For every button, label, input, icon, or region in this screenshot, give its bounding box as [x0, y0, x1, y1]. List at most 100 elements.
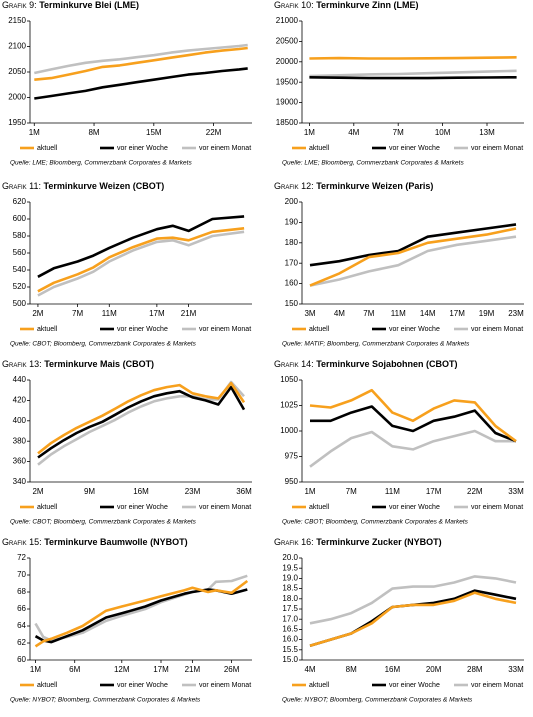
x-tick-label: 11M [391, 309, 406, 318]
x-tick-label: 7M [393, 128, 404, 137]
y-tick-label: 15.5 [282, 645, 298, 654]
x-tick-label: 33M [508, 665, 524, 674]
y-tick-label: 18.5 [282, 584, 298, 593]
y-tick-label: 340 [13, 477, 27, 486]
y-tick-label: 170 [285, 258, 299, 267]
legend-label: aktuell [37, 326, 58, 333]
legend-label: vor einer Woche [117, 682, 168, 689]
x-tick-label: 15M [146, 128, 162, 137]
x-tick-label: 12M [114, 665, 130, 674]
y-tick-label: 180 [285, 238, 299, 247]
y-tick-label: 150 [285, 299, 299, 308]
legend-label: aktuell [309, 145, 330, 152]
source-note: Quelle: CBOT; Bloomberg, Commerzbank Cor… [10, 341, 197, 348]
legend-label: vor einem Monat [471, 504, 523, 511]
x-tick-label: 1M [304, 128, 315, 137]
x-tick-label: 17M [153, 665, 169, 674]
y-tick-label: 20000 [276, 57, 299, 66]
series-line [37, 385, 246, 459]
series-line [309, 223, 517, 267]
x-tick-label: 11M [385, 487, 400, 496]
source-note: Quelle: LME; Bloomberg, Commerzbank Corp… [10, 160, 192, 167]
legend-label: vor einem Monat [199, 504, 251, 511]
legend-label: vor einem Monat [471, 326, 523, 333]
y-tick-label: 950 [285, 477, 299, 486]
y-tick-label: 18500 [276, 118, 299, 127]
y-tick-label: 2100 [8, 42, 26, 51]
y-tick-label: 500 [13, 299, 27, 308]
title-text: Terminkurve Sojabohnen (CBOT) [316, 359, 457, 369]
x-tick-label: 1M [29, 128, 40, 137]
legend-label: vor einem Monat [199, 145, 251, 152]
chart-title: Grafik 16: Terminkurve Zucker (NYBOT) [274, 537, 442, 547]
legend-label: aktuell [309, 682, 330, 689]
y-tick-label: 2150 [8, 16, 26, 25]
x-tick-label: 8M [346, 665, 357, 674]
x-tick-label: 3M [304, 309, 315, 318]
y-tick-label: 620 [13, 197, 27, 206]
legend-label: aktuell [37, 682, 58, 689]
title-text: Terminkurve Baumwolle (NYBOT) [44, 537, 187, 547]
legend-label: vor einer Woche [117, 145, 168, 152]
x-tick-label: 16M [133, 487, 149, 496]
legend-label: aktuell [37, 145, 58, 152]
legend-label: vor einer Woche [389, 504, 440, 511]
series-line [309, 388, 517, 443]
y-tick-label: 420 [13, 396, 27, 405]
x-tick-label: 17M [149, 309, 165, 318]
y-tick-label: 66 [17, 604, 26, 613]
y-tick-label: 1050 [280, 375, 298, 384]
figure-label: Grafik 15: [2, 537, 42, 547]
x-tick-label: 11M [102, 309, 117, 318]
y-tick-label: 19.0 [282, 574, 298, 583]
x-tick-label: 17M [449, 309, 465, 318]
y-tick-label: 60 [17, 655, 26, 664]
title-text: Terminkurve Zinn (LME) [316, 0, 418, 10]
series-line [309, 69, 517, 78]
y-tick-label: 440 [13, 375, 27, 384]
y-tick-label: 68 [17, 587, 26, 596]
legend-label: vor einem Monat [199, 682, 251, 689]
x-tick-label: 21M [185, 665, 201, 674]
x-tick-label: 4M [334, 309, 345, 318]
y-tick-label: 19000 [276, 98, 299, 107]
y-tick-label: 72 [17, 553, 26, 562]
x-tick-label: 17M [426, 487, 442, 496]
series-line [309, 56, 517, 60]
y-tick-label: 20.0 [282, 553, 298, 562]
title-text: Terminkurve Blei (LME) [39, 0, 139, 10]
y-tick-label: 19.5 [282, 563, 298, 572]
y-tick-label: 400 [13, 416, 27, 425]
y-tick-label: 15.0 [282, 655, 298, 664]
y-tick-label: 17.5 [282, 604, 298, 613]
x-tick-label: 33M [508, 487, 524, 496]
series-line [37, 215, 245, 278]
series-line [37, 230, 245, 297]
source-note: Quelle: CBOT; Bloomberg, Commerzbank Cor… [282, 519, 469, 526]
y-tick-label: 160 [285, 279, 299, 288]
chart-title: Grafik 10: Terminkurve Zinn (LME) [274, 0, 419, 10]
chart-title: Grafik 14: Terminkurve Sojabohnen (CBOT) [274, 359, 458, 369]
figure-label: Grafik 10: [274, 0, 314, 10]
x-tick-label: 20M [426, 665, 442, 674]
x-tick-label: 22M [467, 487, 483, 496]
series-line [310, 405, 517, 443]
x-tick-label: 6M [69, 665, 80, 674]
series-line [37, 380, 245, 466]
figure-label: Grafik 12: [274, 181, 314, 191]
title-text: Terminkurve Weizen (Paris) [316, 181, 433, 191]
legend-label: vor einer Woche [117, 504, 168, 511]
y-tick-label: 64 [17, 621, 26, 630]
y-tick-label: 19500 [276, 77, 299, 86]
chart-title: Grafik 9: Terminkurve Blei (LME) [2, 0, 139, 10]
y-tick-label: 360 [13, 457, 27, 466]
y-tick-label: 580 [13, 231, 27, 240]
x-tick-label: 9M [84, 487, 95, 496]
legend-label: vor einem Monat [471, 682, 523, 689]
x-tick-label: 16M [385, 665, 401, 674]
series-line [34, 588, 248, 644]
y-tick-label: 2000 [8, 93, 26, 102]
title-text: Terminkurve Mais (CBOT) [44, 359, 154, 369]
y-tick-label: 18.0 [282, 594, 298, 603]
